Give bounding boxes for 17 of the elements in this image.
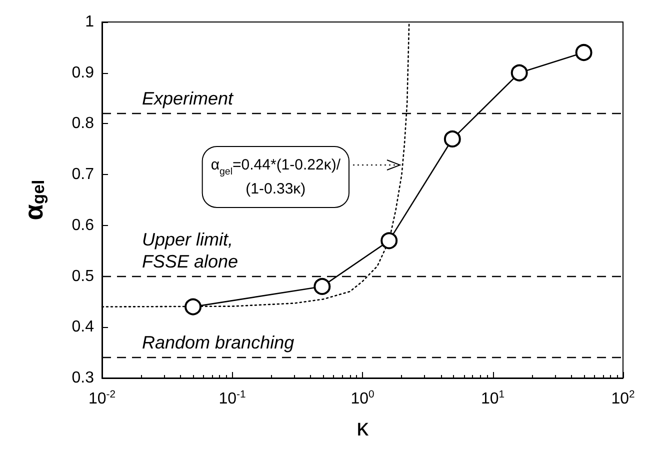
y-tick-label: 0.8 <box>72 115 94 132</box>
y-tick-label: 1 <box>85 14 94 30</box>
y-tick-label: 0.9 <box>72 64 94 82</box>
ref-line-label: Upper limit, FSSE alone <box>142 229 238 272</box>
y-tick-label: 0.6 <box>72 216 94 234</box>
y-tick-label: 0.3 <box>72 370 94 386</box>
point <box>314 278 331 295</box>
y-tick-label: 0.4 <box>72 318 94 336</box>
y-tick-label: 0.7 <box>72 166 94 184</box>
point <box>575 44 592 62</box>
ref-line-label: Random branching <box>142 332 294 353</box>
y-tick-label: 0.5 <box>72 268 94 285</box>
point <box>444 130 461 148</box>
y-axis-title: αgel <box>18 180 48 220</box>
ref-line-label: Experiment <box>142 88 234 109</box>
point <box>510 64 528 82</box>
x-axis-title: κ <box>356 414 370 442</box>
